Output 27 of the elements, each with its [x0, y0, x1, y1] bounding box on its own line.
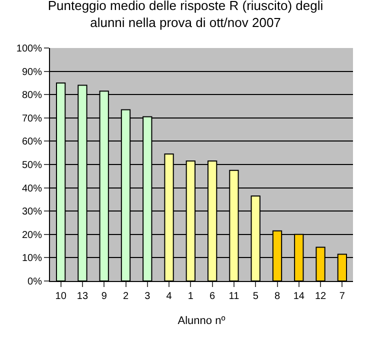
x-tick-label: 14	[293, 291, 305, 302]
y-tick-label: 10%	[22, 253, 42, 264]
x-tick-label: 10	[55, 291, 67, 302]
chart-title: Punteggio medio delle risposte R (riuscito) degli alunni nella prova di ott/nov 2007	[48, 0, 324, 30]
x-tick-label: 2	[122, 291, 129, 302]
y-tick-label: 90%	[22, 66, 42, 78]
y-tick-label: 40%	[22, 183, 42, 194]
x-tick-label: 13	[76, 291, 88, 302]
y-tick-label: 100%	[16, 44, 42, 54]
x-tick-label: 11	[228, 291, 240, 302]
x-tick-label: 6	[210, 291, 216, 302]
x-tick-label: 4	[166, 291, 172, 302]
x-tick-label: 9	[101, 291, 108, 302]
y-tick-label: 70%	[22, 113, 42, 124]
x-tick-label: 12	[314, 291, 327, 302]
y-tick-label: 30%	[22, 206, 42, 218]
y-tick-label: 50%	[22, 160, 42, 171]
x-tick-label: 5	[252, 291, 259, 302]
y-tick-label: 0%	[28, 276, 42, 288]
x-tick-label: 1	[188, 291, 194, 302]
y-tick-label: 80%	[22, 90, 42, 102]
y-tick-label: 20%	[22, 230, 42, 241]
y-tick-label: 60%	[22, 136, 42, 148]
x-tick-label: 3	[144, 291, 151, 302]
x-tick-label: 8	[274, 291, 280, 302]
x-tick-label: 7	[339, 291, 346, 302]
x-axis-title: Alunno nº	[178, 315, 226, 328]
